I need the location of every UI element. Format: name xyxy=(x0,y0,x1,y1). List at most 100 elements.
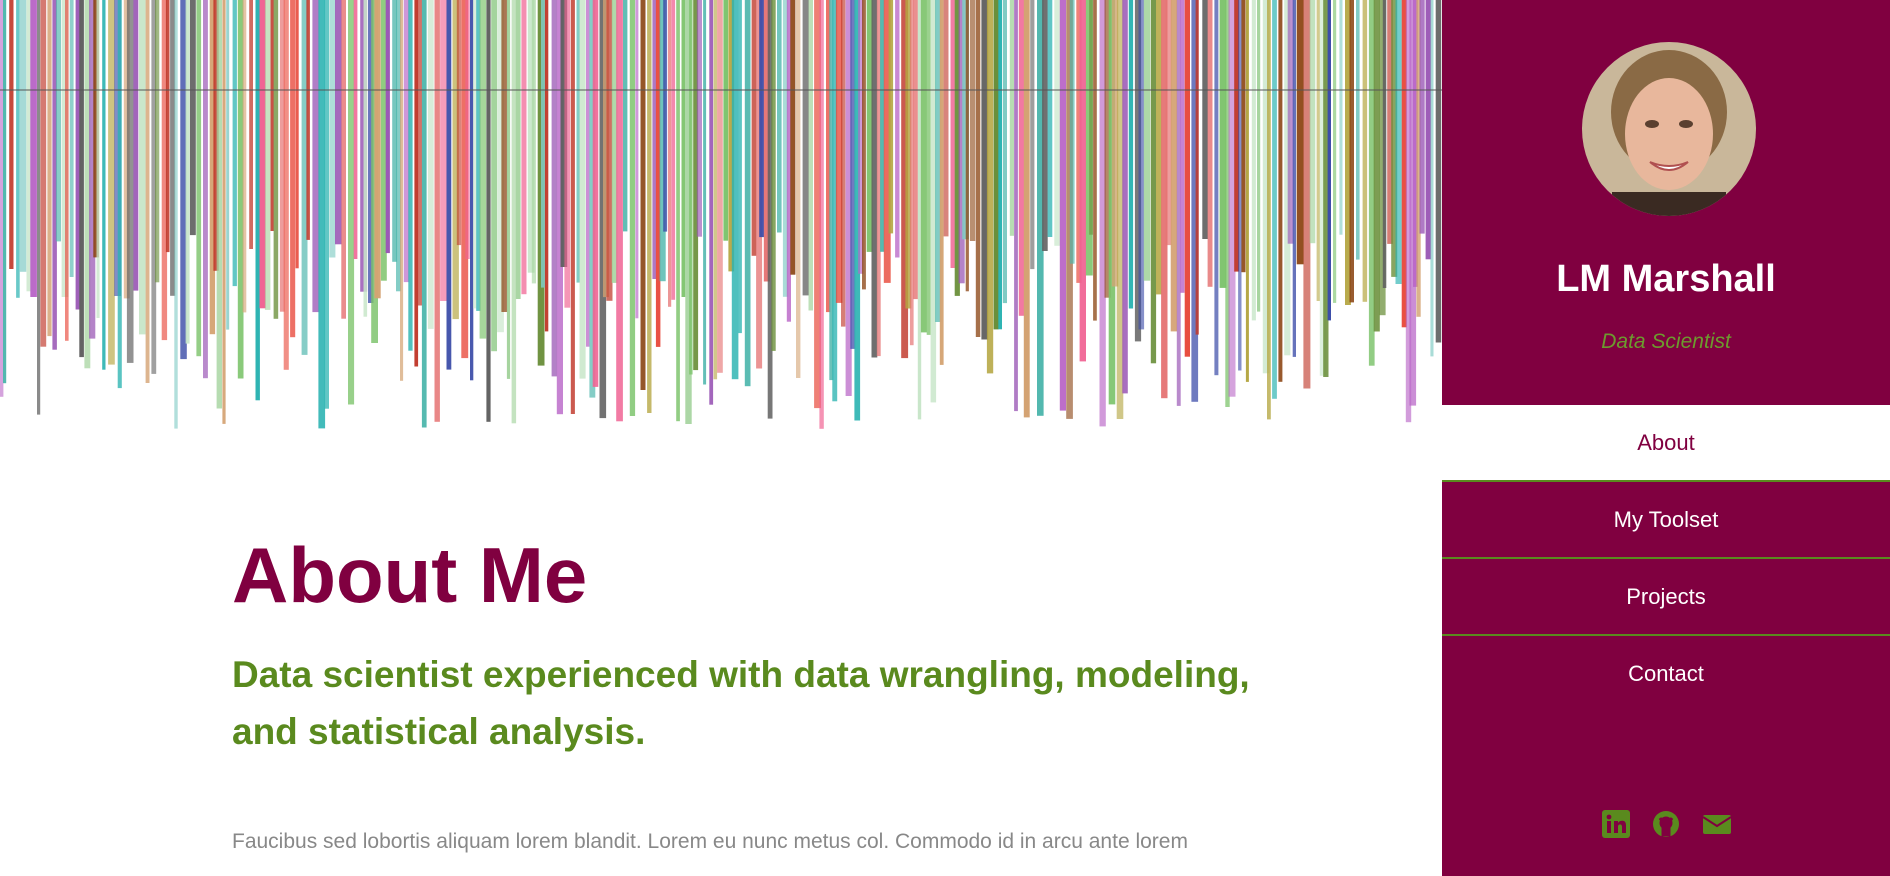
banner-stripe xyxy=(1104,0,1111,298)
banner-stripe xyxy=(901,0,909,359)
banner-stripe xyxy=(635,0,639,319)
banner-stripe xyxy=(434,0,440,422)
banner-stripe xyxy=(592,0,599,387)
banner-stripe xyxy=(1099,0,1106,427)
banner-stripe xyxy=(47,0,52,337)
banner-stripe xyxy=(1037,0,1044,416)
banner-stripe xyxy=(1373,0,1380,332)
banner-stripe xyxy=(744,0,751,387)
banner-stripe xyxy=(696,0,702,237)
nav-menu: About My Toolset Projects Contact xyxy=(1442,405,1890,711)
banner-stripe xyxy=(237,0,244,379)
banner-stripe xyxy=(802,0,809,296)
banner-stripe xyxy=(273,0,279,319)
banner-stripe xyxy=(1272,0,1277,399)
linkedin-icon[interactable] xyxy=(1602,810,1630,838)
banner-stripe xyxy=(713,0,718,380)
banner-stripe xyxy=(30,0,37,297)
banner-stripe xyxy=(905,0,912,309)
banner-stripe xyxy=(652,0,657,279)
banner-stripe xyxy=(862,0,866,290)
banner-stripe xyxy=(473,0,477,309)
banner-stripe xyxy=(189,0,196,236)
banner-stripe xyxy=(668,0,672,307)
banner-stripe xyxy=(69,0,74,277)
banner-stripe xyxy=(348,0,355,405)
banner-stripe xyxy=(270,0,274,231)
banner-stripe xyxy=(717,0,723,373)
banner-stripe xyxy=(1042,0,1048,251)
banner-stripe xyxy=(1251,0,1256,321)
email-icon[interactable] xyxy=(1702,810,1732,838)
banner-stripe xyxy=(209,0,216,335)
banner-stripe xyxy=(55,0,61,242)
banner-stripe xyxy=(693,0,699,371)
banner-stripe xyxy=(681,0,686,297)
banner-stripe xyxy=(1234,0,1240,272)
nav-item[interactable]: About xyxy=(1442,405,1890,482)
nav-item[interactable]: My Toolset xyxy=(1442,482,1890,559)
banner-stripe xyxy=(1128,0,1134,309)
banner-stripe xyxy=(1161,0,1168,399)
nav-item[interactable]: Contact xyxy=(1628,661,1704,686)
banner-stripe xyxy=(479,0,487,339)
profile-name: LM Marshall xyxy=(1556,258,1776,300)
subtitle: Data scientist experienced with data wra… xyxy=(232,654,1250,752)
banner-stripe xyxy=(52,0,57,350)
banner-stripe xyxy=(1150,0,1157,364)
banner-stripe xyxy=(37,0,41,415)
banner-stripe xyxy=(380,0,387,281)
banner-stripe xyxy=(1002,0,1007,304)
nav-item[interactable]: Projects xyxy=(1442,559,1890,636)
banner-stripe xyxy=(242,0,247,313)
banner-stripe xyxy=(1262,0,1270,374)
banner-stripe xyxy=(476,0,481,311)
banner-stripe xyxy=(850,0,856,349)
banner-stripe xyxy=(139,0,146,335)
banner-stripe xyxy=(1047,0,1053,237)
banner-stripe xyxy=(414,0,419,367)
banner-stripe xyxy=(845,0,852,396)
banner-stripe xyxy=(170,0,176,296)
banner-stripe xyxy=(832,0,838,402)
social-links xyxy=(1602,810,1732,838)
banner-stripe xyxy=(102,0,106,370)
banner-stripe xyxy=(589,0,596,398)
banner-stripe xyxy=(763,0,770,282)
banner-stripe xyxy=(312,0,320,313)
banner-stripe xyxy=(1391,0,1398,277)
banner-stripe xyxy=(506,0,511,379)
banner-stripe xyxy=(930,0,937,403)
banner-stripe xyxy=(226,0,230,330)
banner-stripe xyxy=(551,0,558,377)
banner-stripe xyxy=(452,0,459,320)
banner-stripe xyxy=(1054,0,1062,246)
banner-stripe xyxy=(786,0,791,322)
banner-stripe xyxy=(527,0,535,273)
banner-stripe xyxy=(1430,0,1434,357)
banner-stripe xyxy=(640,0,646,390)
banner-stripe xyxy=(841,0,846,327)
banner-stripe xyxy=(866,0,873,252)
banner-stripe xyxy=(301,0,308,355)
banner-stripe xyxy=(782,0,789,297)
banner-stripe xyxy=(1165,0,1173,246)
banner-stripe xyxy=(486,0,491,422)
banner-stripe xyxy=(888,0,894,234)
banner-stripe xyxy=(1284,0,1291,356)
banner-stripe xyxy=(767,0,773,419)
banner-stripe xyxy=(421,0,427,428)
github-icon[interactable] xyxy=(1652,810,1680,838)
banner-stripe xyxy=(709,0,714,405)
banner-stripe xyxy=(1257,0,1261,312)
banner-stripe xyxy=(283,0,289,370)
banner-stripe xyxy=(1170,0,1178,332)
banner-stripe xyxy=(814,0,821,409)
banner-stripe xyxy=(689,0,693,375)
banner-stripe xyxy=(203,0,208,379)
banner-stripe xyxy=(1207,0,1213,287)
banner-stripe xyxy=(3,0,7,384)
banner-stripe xyxy=(943,0,949,237)
banner-stripe xyxy=(400,0,404,381)
banner-stripe xyxy=(1368,0,1375,366)
